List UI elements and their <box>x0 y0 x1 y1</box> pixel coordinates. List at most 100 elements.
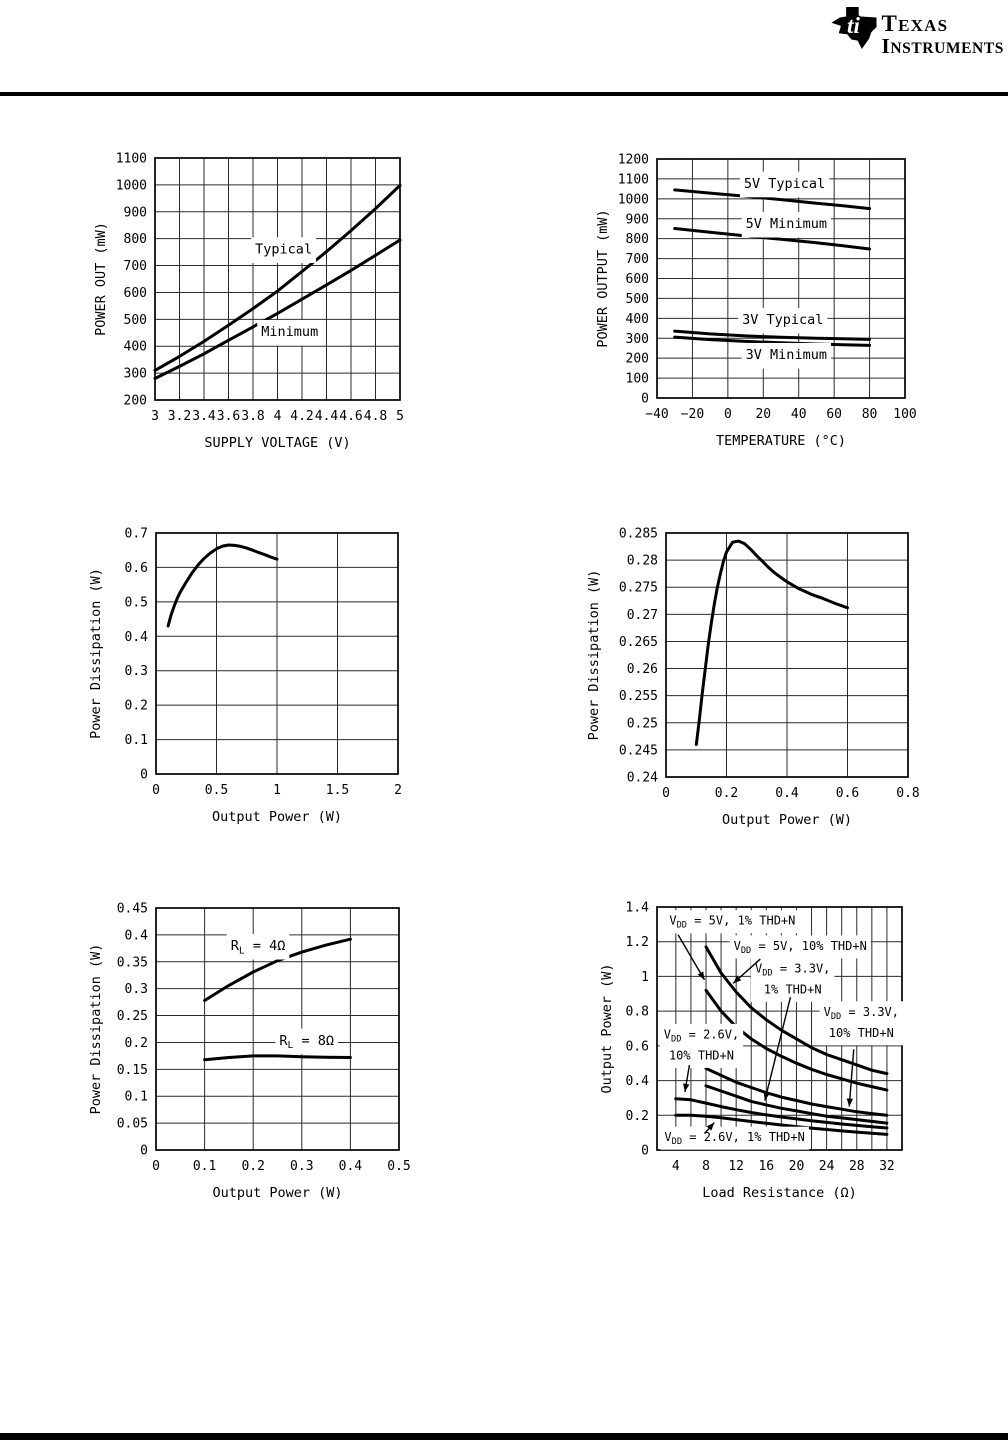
svg-text:0.5: 0.5 <box>387 1159 410 1174</box>
svg-text:1100: 1100 <box>116 152 147 167</box>
svg-text:0.4: 0.4 <box>339 1159 363 1174</box>
svg-text:0.25: 0.25 <box>117 1009 148 1024</box>
svg-text:8: 8 <box>702 1159 710 1174</box>
svg-text:Output Power (W): Output Power (W) <box>722 812 852 828</box>
svg-text:40: 40 <box>791 407 807 422</box>
svg-text:400: 400 <box>124 340 147 355</box>
svg-text:3.6: 3.6 <box>217 409 240 424</box>
svg-text:0.2: 0.2 <box>241 1159 264 1174</box>
svg-text:VDD = 3.3V,: VDD = 3.3V, <box>755 961 830 978</box>
svg-text:0.26: 0.26 <box>627 662 658 677</box>
svg-text:200: 200 <box>124 394 147 409</box>
svg-text:TEMPERATURE (°C): TEMPERATURE (°C) <box>716 433 846 449</box>
svg-text:20: 20 <box>789 1159 805 1174</box>
svg-text:0.15: 0.15 <box>117 1063 148 1078</box>
chart-power-output-vs-temperature: −40 −20 0 20 40 60 80 1000100200300400500600700… <box>595 153 917 450</box>
svg-text:VDD = 3.3V,: VDD = 3.3V, <box>824 1005 899 1022</box>
svg-text:1000: 1000 <box>618 192 649 207</box>
brand-wordmark: TEXAS INSTRUMENTS <box>882 5 1004 57</box>
svg-text:1% THD+N: 1% THD+N <box>764 982 822 996</box>
svg-text:3.8: 3.8 <box>241 409 264 424</box>
svg-text:1.4: 1.4 <box>626 901 650 916</box>
svg-text:0: 0 <box>724 407 732 422</box>
svg-text:0: 0 <box>662 786 670 801</box>
svg-text:0.7: 0.7 <box>125 527 148 542</box>
svg-text:0.275: 0.275 <box>619 581 658 596</box>
chart-power-dissipation-vs-output-power-load: 0 0.1 0.2 0.3 0.4 0.5 0 0.05 0.1 0.15 0.2 0.25 0.3 0.… <box>88 902 411 1202</box>
svg-text:0.3: 0.3 <box>125 664 148 679</box>
svg-text:0.6: 0.6 <box>125 561 148 576</box>
chart-power-dissipation-vs-output-power-1: 0 0.5 1 1.5 2 0 0.1 0.2 0.3 0.4 0.5 0.6 0.7 Output Po… <box>88 527 402 826</box>
svg-text:32: 32 <box>879 1159 895 1174</box>
svg-text:0.28: 0.28 <box>627 554 658 569</box>
svg-text:0.6: 0.6 <box>836 786 859 801</box>
svg-text:0.2: 0.2 <box>626 1109 649 1124</box>
svg-text:0.1: 0.1 <box>125 1090 148 1105</box>
svg-text:1: 1 <box>641 970 649 985</box>
svg-text:0.255: 0.255 <box>619 689 658 704</box>
svg-text:1000: 1000 <box>116 178 147 193</box>
svg-text:2: 2 <box>394 783 402 798</box>
svg-text:0.35: 0.35 <box>117 955 148 970</box>
svg-text:5: 5 <box>396 409 404 424</box>
svg-text:3V Minimum: 3V Minimum <box>746 347 827 363</box>
svg-text:Output Power (W): Output Power (W) <box>212 809 342 825</box>
svg-text:20: 20 <box>755 407 771 422</box>
svg-text:0.6: 0.6 <box>626 1039 649 1054</box>
svg-text:0: 0 <box>140 1144 148 1159</box>
svg-text:700: 700 <box>626 252 649 267</box>
svg-text:0.45: 0.45 <box>117 902 148 917</box>
svg-text:1.5: 1.5 <box>326 783 349 798</box>
svg-text:Load Resistance (Ω): Load Resistance (Ω) <box>702 1185 856 1201</box>
svg-text:3.4: 3.4 <box>192 409 216 424</box>
svg-text:0.8: 0.8 <box>626 1005 649 1020</box>
brand-texas: TEXAS <box>881 11 949 36</box>
svg-text:Power Dissipation (W): Power Dissipation (W) <box>88 944 104 1115</box>
svg-text:VDD = 5V, 1% THD+N: VDD = 5V, 1% THD+N <box>669 914 795 931</box>
svg-text:Typical: Typical <box>255 242 312 258</box>
svg-text:4.4: 4.4 <box>315 409 339 424</box>
svg-text:0: 0 <box>140 768 148 783</box>
svg-text:ti: ti <box>847 12 860 38</box>
svg-text:0.4: 0.4 <box>626 1074 650 1089</box>
svg-text:800: 800 <box>626 232 649 247</box>
svg-text:0.27: 0.27 <box>627 608 658 623</box>
svg-text:0: 0 <box>152 1159 160 1174</box>
svg-text:28: 28 <box>849 1159 865 1174</box>
svg-text:0.4: 0.4 <box>775 786 799 801</box>
svg-text:600: 600 <box>626 272 649 287</box>
svg-text:0.25: 0.25 <box>627 716 658 731</box>
svg-text:Power Dissipation (W): Power Dissipation (W) <box>586 570 602 741</box>
svg-text:0.1: 0.1 <box>193 1159 216 1174</box>
svg-text:0.2: 0.2 <box>715 786 738 801</box>
svg-text:Output Power (W): Output Power (W) <box>599 963 615 1093</box>
svg-text:5V Minimum: 5V Minimum <box>746 216 827 232</box>
svg-text:0.4: 0.4 <box>125 928 149 943</box>
svg-text:VDD = 5V, 10% THD+N: VDD = 5V, 10% THD+N <box>734 939 867 956</box>
svg-text:800: 800 <box>124 232 147 247</box>
svg-text:0.3: 0.3 <box>290 1159 313 1174</box>
svg-text:0.245: 0.245 <box>619 743 658 758</box>
svg-text:−20: −20 <box>681 407 704 422</box>
svg-text:0.5: 0.5 <box>205 783 228 798</box>
svg-text:Minimum: Minimum <box>261 324 318 340</box>
svg-text:0.285: 0.285 <box>619 527 658 542</box>
ti-logo-mark: ti <box>830 7 877 49</box>
svg-text:12: 12 <box>728 1159 744 1174</box>
svg-text:4.6: 4.6 <box>339 409 362 424</box>
svg-text:Power Dissipation (W): Power Dissipation (W) <box>88 568 104 739</box>
svg-text:0.05: 0.05 <box>117 1117 148 1132</box>
svg-text:900: 900 <box>626 212 649 227</box>
svg-text:24: 24 <box>819 1159 835 1174</box>
svg-text:4: 4 <box>672 1159 680 1174</box>
svg-text:200: 200 <box>626 352 649 367</box>
svg-text:1200: 1200 <box>618 153 649 168</box>
chart-output-power-vs-load-resistance: 4 8 12 16 20 24 28 32 0 0.2 0.4 0.6 0.8 1 1.2 1.4 Load R… <box>599 901 904 1201</box>
svg-text:10% THD+N: 10% THD+N <box>829 1026 894 1040</box>
chart-power-dissipation-vs-output-power-2: 0 0.2 0.4 0.6 0.8 0.24 0.245 0.25 0.255 0.26 0.265… <box>586 527 920 829</box>
svg-text:0.24: 0.24 <box>627 771 658 786</box>
svg-text:4.2: 4.2 <box>290 409 313 424</box>
svg-text:500: 500 <box>626 292 649 307</box>
svg-text:16: 16 <box>758 1159 774 1174</box>
svg-text:VDD = 2.6V, 1% THD+N: VDD = 2.6V, 1% THD+N <box>664 1130 804 1147</box>
